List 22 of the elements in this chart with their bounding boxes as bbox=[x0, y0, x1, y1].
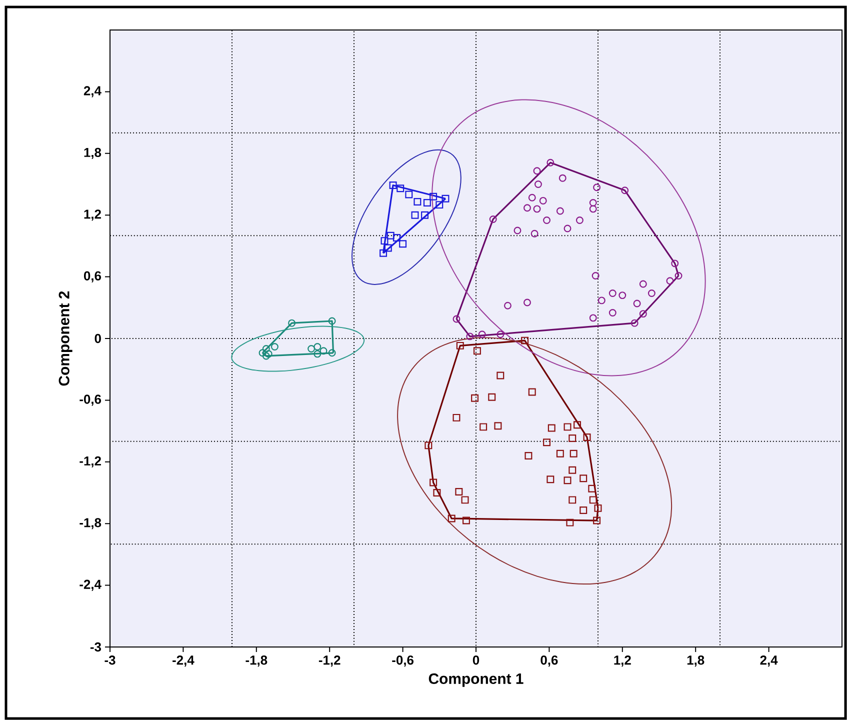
x-tick-label: 0,6 bbox=[540, 656, 558, 667]
x-axis-title: Component 1 bbox=[428, 673, 524, 687]
y-tick-label: 0,6 bbox=[84, 271, 102, 282]
x-tick-label: 1,2 bbox=[614, 656, 631, 667]
y-tick-label: 1,2 bbox=[84, 210, 101, 221]
y-tick-label: 1,8 bbox=[84, 148, 102, 159]
x-tick-label: 0 bbox=[472, 656, 480, 665]
y-tick-label: -0,6 bbox=[80, 394, 102, 406]
y-axis-title: Component 2 bbox=[58, 291, 72, 386]
y-tick-label: -3 bbox=[90, 642, 102, 652]
x-tick-label: -3 bbox=[104, 656, 116, 665]
y-tick-label: -1,8 bbox=[80, 518, 102, 530]
y-tick-label: -1,2 bbox=[80, 456, 101, 468]
x-tick-label: -2,4 bbox=[172, 656, 194, 667]
y-tick-label: -2,4 bbox=[80, 580, 102, 591]
y-tick-label: 2,4 bbox=[84, 86, 102, 98]
x-tick-label: -1,2 bbox=[318, 656, 340, 667]
x-tick-label: 1,8 bbox=[687, 656, 704, 667]
x-tick-label: -1,8 bbox=[246, 656, 268, 667]
x-tick-label: 2,4 bbox=[760, 656, 778, 667]
x-tick-label: -0,6 bbox=[392, 656, 414, 667]
y-tick-label: 0 bbox=[94, 334, 101, 344]
